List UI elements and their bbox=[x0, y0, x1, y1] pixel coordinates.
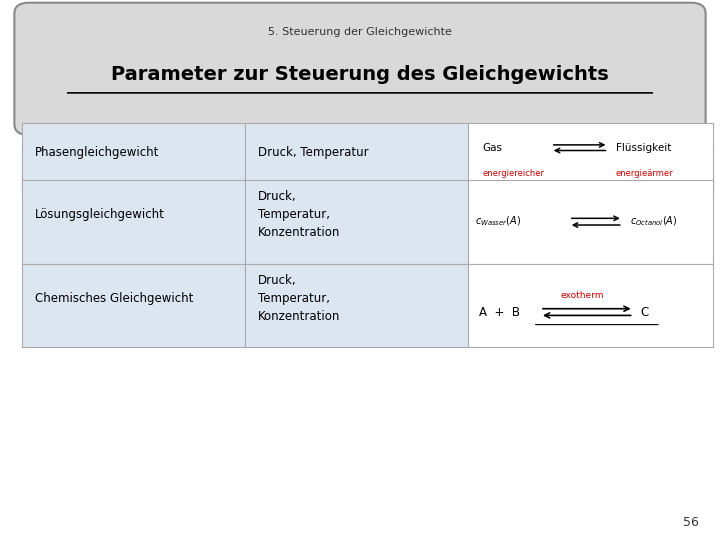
Bar bbox=[22, 146, 245, 193]
Text: A  +  B: A + B bbox=[479, 306, 520, 319]
Text: Gleichgewicht: Gleichgewicht bbox=[40, 163, 138, 176]
Text: Gas: Gas bbox=[482, 143, 503, 153]
Text: Chemisches Gleichgewicht: Chemisches Gleichgewicht bbox=[35, 292, 194, 305]
Bar bbox=[468, 264, 713, 347]
Text: Lösungsgleichgewicht: Lösungsgleichgewicht bbox=[35, 208, 165, 221]
Text: Beispiel: Beispiel bbox=[487, 163, 543, 176]
Bar bbox=[22, 123, 245, 193]
Text: Parameter zur Steuerung des Gleichgewichts: Parameter zur Steuerung des Gleichgewich… bbox=[111, 65, 609, 84]
Text: exotherm: exotherm bbox=[560, 291, 603, 300]
Text: energieärmer: energieärmer bbox=[616, 169, 673, 178]
Text: Druck, Temperatur: Druck, Temperatur bbox=[258, 146, 369, 159]
Bar bbox=[468, 123, 713, 193]
Bar bbox=[22, 264, 245, 347]
Bar bbox=[22, 180, 245, 264]
Text: $c_{Wasser}(A)$: $c_{Wasser}(A)$ bbox=[475, 215, 521, 228]
Text: 5. Steuerung der Gleichgewichte: 5. Steuerung der Gleichgewichte bbox=[268, 28, 452, 37]
Bar bbox=[468, 146, 713, 193]
Bar bbox=[245, 180, 468, 264]
Text: $c_{Octanol}(A)$: $c_{Octanol}(A)$ bbox=[630, 215, 678, 228]
Bar bbox=[245, 264, 468, 347]
Text: 56: 56 bbox=[683, 516, 698, 529]
Text: Druck,
Temperatur,
Konzentration: Druck, Temperatur, Konzentration bbox=[258, 191, 341, 239]
Text: Phasengleichgewicht: Phasengleichgewicht bbox=[35, 146, 159, 159]
Text: energiereicher: energiereicher bbox=[482, 169, 544, 178]
Text: C: C bbox=[641, 306, 649, 319]
Text: Paramter: Paramter bbox=[263, 163, 328, 176]
Text: Flüssigkeit: Flüssigkeit bbox=[616, 143, 671, 153]
Bar bbox=[245, 123, 468, 193]
FancyBboxPatch shape bbox=[14, 3, 706, 135]
Text: Druck,
Temperatur,
Konzentration: Druck, Temperatur, Konzentration bbox=[258, 274, 341, 323]
Bar bbox=[245, 146, 468, 193]
Bar bbox=[468, 180, 713, 264]
